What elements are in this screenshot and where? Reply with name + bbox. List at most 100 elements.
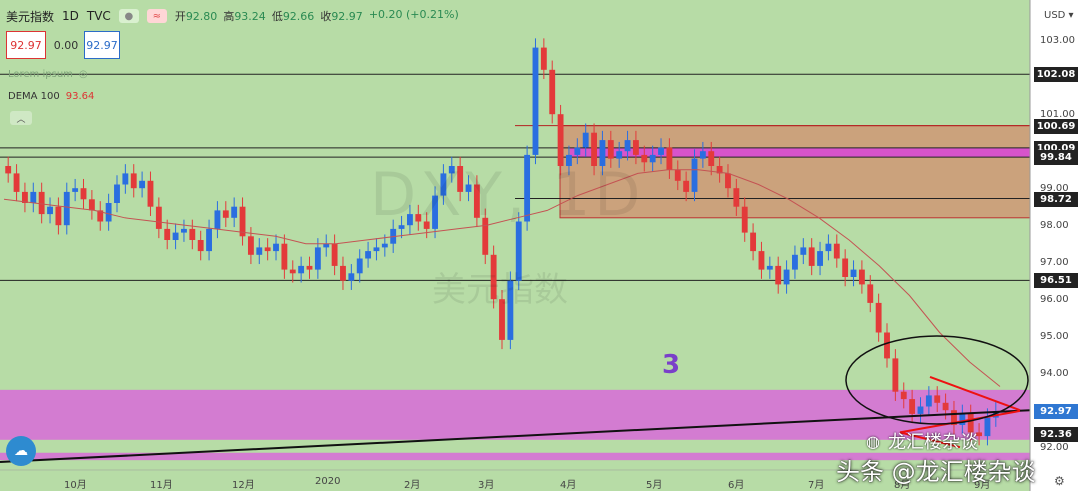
candle-body <box>741 206 748 233</box>
candle-body <box>340 265 346 281</box>
candle-body <box>55 206 62 226</box>
price-tick-label: 97.00 <box>1040 257 1069 268</box>
price-badge: 92.36 <box>1034 426 1078 442</box>
time-axis-label: 4月 <box>560 480 577 491</box>
candle-body <box>909 399 916 414</box>
indicator-row-dema[interactable]: DEMA 100 93.64 <box>8 91 94 102</box>
high-label: 高 <box>223 10 235 23</box>
candle-body <box>273 243 279 252</box>
candle-body <box>858 269 865 285</box>
candle-body <box>524 154 531 222</box>
open-label: 开 <box>174 10 186 23</box>
candle-body <box>582 132 589 148</box>
tradingview-logo-icon[interactable]: ☁ <box>6 436 36 466</box>
price-tick-label: 94.00 <box>1040 368 1069 379</box>
wave-icon[interactable]: ≈ <box>146 9 167 23</box>
candle-body <box>457 166 464 192</box>
price-badge: 99.84 <box>1034 150 1078 166</box>
candle-body <box>800 247 807 255</box>
close-label: 收 <box>320 10 332 23</box>
candle-body <box>532 47 539 155</box>
candle-body <box>825 243 832 252</box>
candle-body <box>892 358 899 392</box>
candle-body <box>766 265 773 270</box>
indicator-row-hidden[interactable]: Lorem ipsum ◎ <box>8 69 88 80</box>
candle-body <box>314 247 321 270</box>
candle-body <box>222 210 229 218</box>
footer-watermark-small-text: 龙汇楼杂谈 <box>887 432 978 453</box>
buy-price-button[interactable]: 92.97 <box>84 31 120 59</box>
candle-body <box>599 140 606 166</box>
candle-body <box>850 269 857 277</box>
time-axis-label: 2020 <box>315 476 341 487</box>
candle-body <box>624 140 631 152</box>
candle-body <box>716 166 723 174</box>
candle-body <box>306 265 313 270</box>
candle-body <box>482 217 489 255</box>
candle-body <box>574 147 581 155</box>
candle-body <box>549 69 556 115</box>
time-axis-label: 12月 <box>232 480 255 491</box>
candle-body <box>632 140 639 155</box>
candle-body <box>214 210 221 229</box>
spread-value: 0.00 <box>53 38 79 52</box>
trendline <box>0 409 1031 463</box>
candle-body <box>775 265 782 285</box>
collapse-legend-icon[interactable]: ︿ <box>10 111 32 125</box>
candle-body <box>507 280 514 340</box>
close-value: 92.97 <box>331 10 363 23</box>
horizontal-line-layer <box>0 73 1030 281</box>
candle-body <box>281 243 288 270</box>
candle-body <box>155 206 162 229</box>
candle-body <box>247 236 254 255</box>
price-badge: 102.08 <box>1034 67 1078 83</box>
candle-body <box>172 232 179 240</box>
annotation-number: 3 <box>662 350 681 380</box>
price-badge: 92.97 <box>1034 404 1078 420</box>
eye-hidden-icon[interactable]: ◎ <box>78 69 88 80</box>
candle-body <box>674 169 681 181</box>
candle-layer <box>5 38 999 446</box>
candle-body <box>566 154 572 166</box>
candle-body <box>80 188 87 200</box>
candle-body <box>942 402 949 411</box>
candle-body <box>833 243 840 259</box>
candle-body <box>641 154 648 163</box>
price-tick-label: 95.00 <box>1040 331 1069 342</box>
settings-gear-icon[interactable]: ⚙ <box>1054 474 1065 488</box>
triangle-upper <box>929 375 1021 412</box>
candle-body <box>733 188 740 207</box>
candle-body <box>5 166 12 174</box>
dot-icon[interactable]: ● <box>118 9 139 23</box>
currency-label[interactable]: USD ▾ <box>1044 10 1074 21</box>
interval-label[interactable]: 1D <box>62 9 79 23</box>
indicator-label: Lorem ipsum <box>8 69 73 80</box>
header-bar: 美元指数 1D TVC ● ≈ 开92.80 高93.24 低92.66 收92… <box>6 6 459 26</box>
candle-body <box>817 251 823 266</box>
dema-value: 93.64 <box>65 91 95 102</box>
low-value: 92.66 <box>282 10 315 23</box>
candle-body <box>423 221 430 229</box>
candle-body <box>842 258 849 277</box>
candle-body <box>122 173 129 185</box>
price-tick-label: 96.00 <box>1040 294 1069 305</box>
candle-body <box>181 228 187 233</box>
candle-body <box>473 184 480 218</box>
candle-body <box>105 203 112 222</box>
change-value: +0.20 (+0.21%) <box>368 8 459 21</box>
candle-body <box>967 413 974 433</box>
candle-body <box>381 243 388 248</box>
time-axis-label: 3月 <box>478 480 495 491</box>
candle-body <box>298 265 305 274</box>
candle-body <box>189 228 196 240</box>
candle-body <box>951 410 957 425</box>
time-axis-label: 11月 <box>150 480 173 491</box>
sell-price-button[interactable]: 92.97 <box>6 31 46 59</box>
zone-1 <box>570 147 1030 158</box>
candle-body <box>917 406 924 414</box>
candle-body <box>373 247 380 252</box>
symbol-name[interactable]: 美元指数 <box>6 9 55 24</box>
candle-body <box>934 395 941 403</box>
candle-body <box>465 184 472 192</box>
